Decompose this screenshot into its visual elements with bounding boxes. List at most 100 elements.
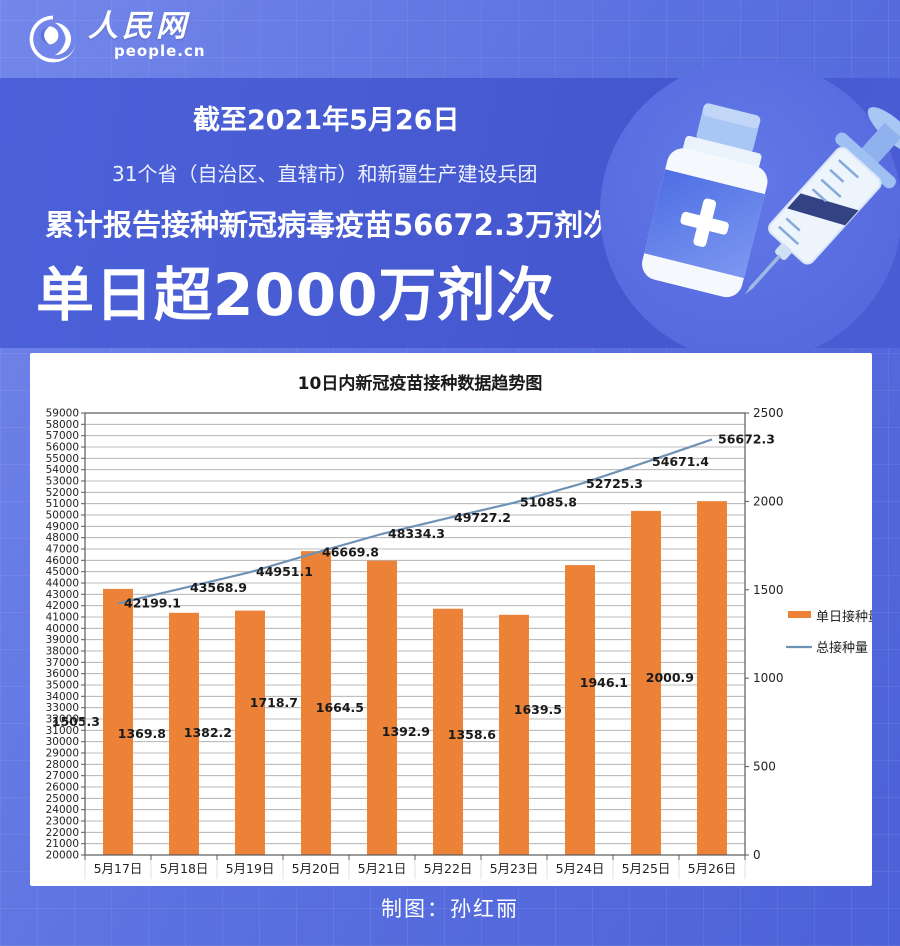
left-axis-tick-label: 31000	[46, 725, 79, 737]
chart-bar	[565, 565, 595, 855]
x-axis-label: 5月25日	[622, 861, 671, 876]
line-data-label: 42199.1	[124, 595, 181, 610]
chart-bar	[367, 560, 397, 855]
bar-data-label: 1358.6	[448, 727, 497, 742]
syringe-icon	[744, 107, 900, 295]
left-axis-tick-label: 57000	[46, 430, 79, 442]
right-axis-tick-label: 2000	[753, 494, 784, 508]
left-axis-tick-label: 43000	[46, 589, 79, 601]
logo-title: 人民网	[88, 9, 190, 44]
banner-cumulative: 累计报告接种新冠病毒疫苗56672.3万剂次	[45, 208, 613, 242]
trend-chart: 20000 21000 22000 23000 24000 25000 26000 27000…	[30, 353, 872, 886]
left-axis-tick-label: 46000	[46, 555, 79, 567]
x-axis-label: 5月26日	[688, 861, 737, 876]
right-axis-tick-label: 1500	[753, 583, 784, 597]
people-cn-logo: 人民网 people.cn	[26, 12, 206, 66]
chart-panel: 10日内新冠疫苗接种数据趋势图 20000 21000 22000 23000 2400…	[30, 353, 872, 886]
banner-panel: 截至2021年5月26日 31个省（自治区、直辖市）和新疆生产建设兵团 累计报告…	[0, 78, 900, 348]
left-axis-tick-label: 51000	[46, 498, 79, 510]
right-axis-tick-label: 0	[753, 848, 761, 862]
chart-title: 10日内新冠疫苗接种数据趋势图	[297, 374, 543, 394]
left-axis-tick-label: 41000	[46, 612, 79, 624]
chart-legend: 单日接种量 总接种量	[786, 609, 872, 656]
banner-date: 截至2021年5月26日	[193, 105, 460, 136]
chart-bar	[235, 610, 265, 855]
chart-bar	[631, 510, 661, 855]
left-axis-tick-label: 53000	[46, 476, 79, 488]
line-data-label: 46669.8	[322, 545, 379, 560]
banner-headline: 单日超2000万剂次	[36, 261, 556, 329]
left-axis-tick-label: 39000	[46, 634, 79, 646]
left-axis-tick-label: 25000	[46, 793, 79, 805]
left-axis-tick-label: 32000	[46, 714, 79, 726]
logo-text: 人民网 people.cn	[88, 12, 206, 59]
credit-line: 制图：孙红丽	[381, 897, 519, 921]
right-axis-tick-label: 2500	[753, 406, 784, 420]
left-axis-tick-label: 26000	[46, 782, 79, 794]
line-data-label: 52725.3	[586, 476, 643, 491]
left-axis-tick-label: 52000	[46, 487, 79, 499]
line-data-label: 56672.3	[718, 431, 775, 446]
left-axis-tick-label: 50000	[46, 510, 79, 522]
left-axis-tick-label: 27000	[46, 770, 79, 782]
legend-bar-label: 单日接种量	[816, 609, 872, 625]
plot-border	[84, 412, 746, 856]
left-axis-tick-label: 20000	[46, 850, 79, 862]
right-axis-tick-label: 1000	[753, 671, 784, 685]
left-axis-tick-label: 47000	[46, 544, 79, 556]
chart-bar	[169, 612, 199, 855]
left-axis-tick-label: 55000	[46, 453, 79, 465]
bar-data-label: 1369.8	[118, 726, 166, 741]
left-axis-tick-label: 36000	[46, 668, 79, 680]
right-axis-tick-label: 500	[753, 760, 776, 774]
left-axis-tick-label: 24000	[46, 804, 79, 816]
x-axis-label: 5月22日	[424, 861, 473, 876]
left-axis-tick-label: 44000	[46, 578, 79, 590]
line-data-label: 54671.4	[652, 454, 709, 469]
bar-data-label: 1505.3	[52, 714, 100, 729]
x-axis-label: 5月24日	[556, 861, 605, 876]
left-axis-tick-label: 30000	[46, 736, 79, 748]
chart-bar	[301, 551, 331, 855]
left-axis-tick-label: 38000	[46, 646, 79, 658]
vaccine-syringe-icon	[642, 103, 900, 298]
x-axis-label: 5月20日	[292, 861, 341, 876]
left-axis-tick-label: 23000	[46, 816, 79, 828]
bar-data-label: 1946.1	[580, 675, 628, 690]
left-axis-tick-label: 37000	[46, 657, 79, 669]
legend-line-label: 总接种量	[816, 640, 868, 656]
chart-bar	[697, 501, 727, 855]
chart-bar	[499, 614, 529, 855]
x-axis-label: 5月18日	[160, 861, 209, 876]
illustration-circle	[600, 60, 900, 362]
line-data-label: 44951.1	[256, 564, 313, 579]
bar-data-label: 1664.5	[316, 700, 364, 715]
left-axis-tick-label: 49000	[46, 521, 79, 533]
left-axis-tick-label: 34000	[46, 691, 79, 703]
line-data-label: 51085.8	[520, 495, 577, 510]
banner-scope: 31个省（自治区、直辖市）和新疆生产建设兵团	[112, 162, 538, 186]
x-axis-label: 5月21日	[358, 861, 407, 876]
left-axis-tick-label: 35000	[46, 680, 79, 692]
line-data-label: 49727.2	[454, 510, 511, 525]
left-axis-tick-label: 42000	[46, 600, 79, 612]
left-axis-tick-label: 58000	[46, 419, 79, 431]
x-axis-label: 5月23日	[490, 861, 539, 876]
left-axis-tick-label: 28000	[46, 759, 79, 771]
left-axis-tick-label: 54000	[46, 464, 79, 476]
bar-data-label: 1718.7	[250, 695, 298, 710]
logo-subtitle: people.cn	[114, 42, 206, 60]
x-axis-label: 5月17日	[94, 861, 143, 876]
left-axis-tick-label: 29000	[46, 748, 79, 760]
logo-swirl-icon	[29, 15, 77, 63]
bar-data-label: 1382.2	[184, 725, 232, 740]
bar-data-label: 1639.5	[514, 702, 562, 717]
line-data-label: 48334.3	[388, 526, 445, 541]
left-axis-tick-label: 48000	[46, 532, 79, 544]
vaccine-vial-icon	[642, 103, 768, 298]
left-axis-tick-label: 45000	[46, 566, 79, 578]
chart-bar	[103, 588, 133, 855]
left-axis-tick-label: 40000	[46, 623, 79, 635]
left-axis-tick-label: 33000	[46, 702, 79, 714]
